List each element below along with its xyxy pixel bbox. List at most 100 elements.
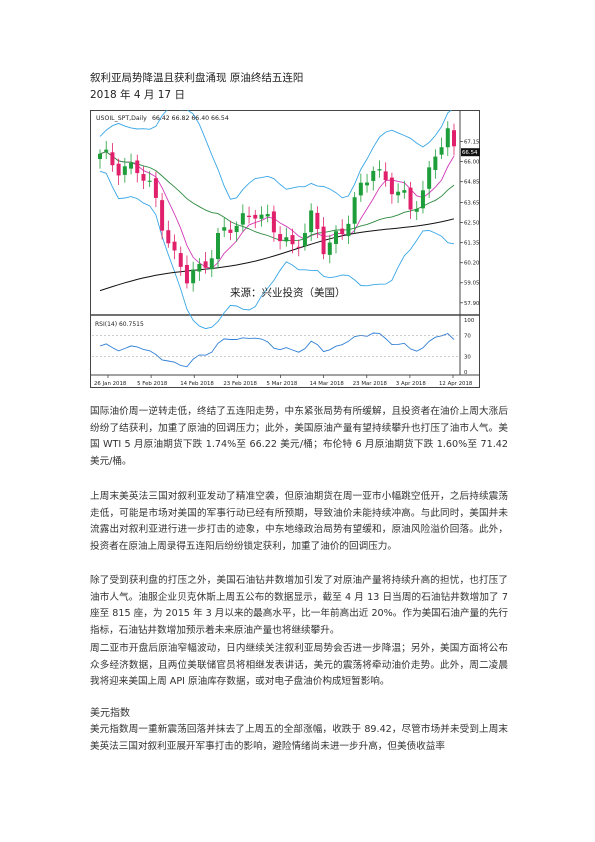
date-tick-label: 23 Mar 2018 [353,381,388,387]
date-tick-label: 3 Apr 2018 [396,381,426,387]
candle [284,227,289,247]
candle-body [166,230,171,244]
candle-body [247,215,252,218]
date-tick-label: 12 Apr 2018 [439,381,473,387]
candle [445,121,450,157]
candle [377,160,382,178]
lower-band [99,170,455,330]
candle-body [228,229,233,233]
candle-body [414,208,419,212]
candle-body [209,258,214,270]
chart-header-values: 66.42 66.82 66.40 66.54 [152,115,229,122]
candle-body [110,152,115,166]
candle-body [98,153,102,160]
price-tick-label: 66.00 [464,160,480,166]
candle-body [191,269,196,284]
candle-body [365,182,370,186]
price-tick-label: 62.50 [464,221,480,227]
candle [253,209,258,229]
candle-body [340,228,345,235]
candle [184,255,189,289]
candle [315,206,320,239]
candle [98,149,102,169]
paragraph-2: 上周末美英法三国对叙利亚发动了精准空袭，但原油期货在周一亚市小幅跳空低开，之后持… [90,491,508,552]
candle-body [358,182,363,196]
candle [222,218,227,238]
price-tick-label: 61.35 [464,241,479,247]
rsi-tick-label: 30 [464,354,471,360]
chart-axes: 67.15 66.00 64.85 63.65 62.50 61.35 60.20 59.05… [92,140,480,387]
candle [147,171,152,187]
candle [135,154,140,183]
price-tick-label: 63.65 [464,201,479,207]
candle-body [259,214,264,219]
candle [327,234,332,264]
candle [402,180,407,199]
candle-body [253,214,258,219]
upper-band [99,107,455,200]
candle [271,205,276,242]
rsi-tick-label: 100 [464,318,475,324]
candle-body [284,237,289,242]
candle-body [315,212,320,229]
candle [427,160,432,198]
candle [302,223,307,251]
moving-averages [99,151,455,292]
candle-body [172,241,177,251]
price-tick-label: 60.20 [464,261,480,267]
candle [110,143,115,172]
candle-body [141,174,146,181]
candle-body [408,187,413,210]
candle-body [371,170,376,181]
mid-ma [99,151,455,242]
candle [352,192,357,234]
candle-body [290,235,295,245]
chart-watermark: 来源：兴业投资（美国） [230,286,346,299]
candle [396,183,401,203]
candle [340,219,345,240]
date-tick-label: 14 Mar 2018 [310,381,345,387]
article-date: 2018 年 4 月 17 日 [90,89,185,101]
paragraph-1: 国际油价周一逆转走低，终结了五连阳走势，中东紧张局势有所缓解，且投资者在油价上周… [90,406,508,467]
candle [408,181,413,219]
candle [439,137,444,160]
rsi-path [99,332,455,368]
price-tick-label: 59.05 [464,281,479,287]
candle-body [396,191,401,196]
candle [371,166,376,191]
price-tick-label: 64.85 [464,180,479,186]
candle [228,220,233,241]
candle [278,226,283,250]
candle-body [334,231,338,244]
candle [216,227,220,269]
rsi-tick-label: 70 [464,334,471,340]
candle-body [452,130,456,147]
last-price-label: 66.54 [462,150,478,156]
price-chart: 67.15 66.00 64.85 63.65 62.50 61.35 60.20 59.05… [90,107,480,388]
candle [321,217,326,260]
candle [334,225,338,254]
candle [122,157,127,183]
date-tick-label: 5 Mar 2018 [267,381,298,387]
candle-body [377,169,382,171]
price-tick-label: 57.90 [464,301,480,307]
candle [309,203,314,241]
candle-body [402,190,407,193]
slow-ma [99,218,455,292]
candle-body [445,128,450,148]
candle [166,220,171,248]
candle-body [389,177,394,195]
candle-body [265,214,270,217]
candle-body [222,227,227,231]
candle [209,250,214,277]
section-heading: 美元指数 [90,708,130,719]
candle-body [104,149,109,152]
candle [433,149,438,179]
candle [234,221,239,242]
candle [197,258,202,281]
candle [104,140,109,160]
date-tick-label: 23 Feb 2018 [223,381,257,387]
last-price-box [461,148,480,157]
date-tick-label: 26 Jan 2018 [94,381,127,387]
